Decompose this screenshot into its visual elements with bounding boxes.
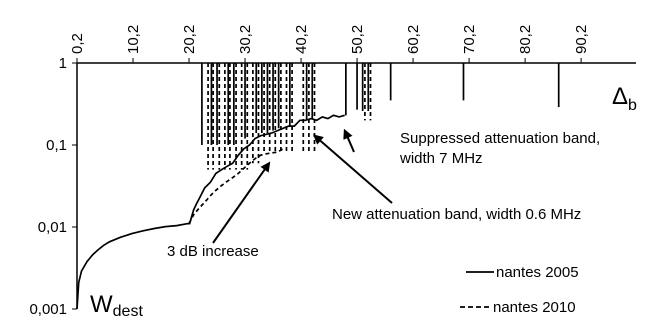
y-tick-label: 0,01 [38, 219, 67, 236]
x-tick-label: 60,2 [405, 25, 422, 54]
x-tick-label: 80,2 [517, 25, 534, 54]
y-tick-label: 0,001 [29, 301, 67, 318]
legend: nantes 2005 nantes 2010 [460, 264, 579, 316]
y-tick-label: 0,1 [46, 137, 67, 154]
x-tick-label: 70,2 [461, 25, 478, 54]
y-axis-ticks: 1 0,1 0,01 0,001 [29, 55, 77, 318]
series-group [76, 63, 560, 310]
x-tick-label: 40,2 [293, 25, 310, 54]
x-tick-label: 0,2 [69, 33, 86, 54]
series-2 [188, 63, 372, 224]
x-tick-label: 30,2 [237, 25, 254, 54]
annotations: Suppressed attenuation band, width 7 MHz N… [167, 128, 600, 260]
x-tick-label: 90,2 [573, 25, 590, 54]
x-axis-ticks: 0,2 10,2 20,2 30,2 40,2 50,2 60,2 70,2 80,2 90,2 [69, 25, 590, 63]
x-tick-label: 50,2 [349, 25, 366, 54]
y-axis-label-sub: dest [113, 303, 144, 320]
annotation-text: 3 dB increase [167, 243, 259, 260]
annotation-text-line2: width 7 MHz [399, 150, 483, 167]
annotation-text: New attenuation band, width 0.6 MHz [332, 206, 581, 223]
legend-label-2005: nantes 2005 [496, 264, 579, 281]
annotation-arrow [343, 128, 355, 153]
annotation-text: Suppressed attenuation band, [400, 130, 600, 147]
x-axis-label: Δb [612, 83, 637, 114]
y-tick-label: 1 [59, 55, 67, 72]
annotation-arrow [212, 161, 271, 244]
x-tick-label: 20,2 [181, 25, 198, 54]
plot-area: 0,2 10,2 20,2 30,2 40,2 50,2 60,2 70,2 80,2 90,2 … [29, 25, 636, 318]
annotation-arrow [312, 134, 393, 204]
y-axis-label: Wdest [90, 291, 143, 320]
legend-label-2010: nantes 2010 [493, 299, 576, 316]
x-axis-label-sub: b [628, 97, 637, 114]
x-tick-label: 10,2 [125, 25, 142, 54]
series-curve [188, 148, 284, 224]
